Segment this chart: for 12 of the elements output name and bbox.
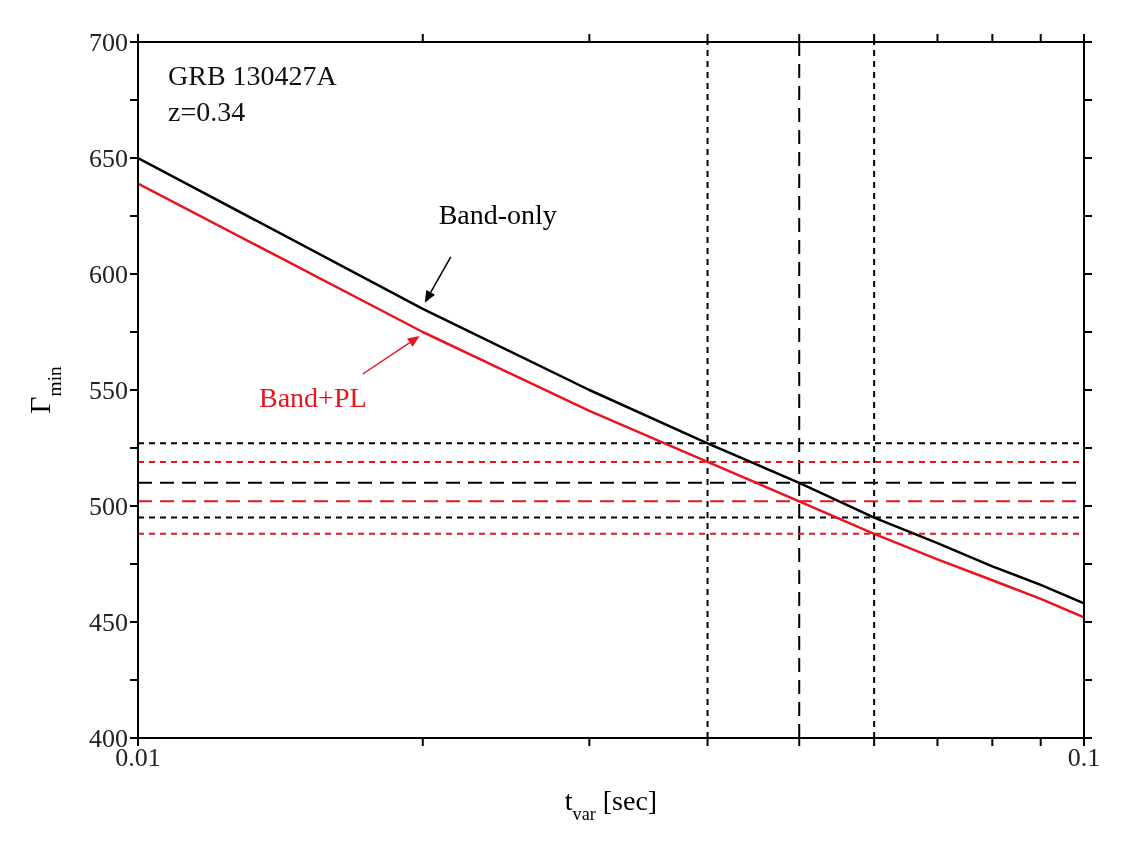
annotation: GRB 130427A — [168, 59, 337, 93]
legend-label: Band+PL — [258, 382, 367, 413]
y-tick-label: 550 — [89, 376, 128, 406]
y-tick-label: 450 — [89, 608, 128, 638]
x-axis-title: t$_{var}$ [sec] — [564, 785, 658, 824]
x-tick-label: 0.1 — [1067, 743, 1101, 773]
text: Band-only — [438, 198, 557, 230]
annotation: z=0.34 — [168, 95, 247, 129]
y-tick-label: 600 — [89, 260, 128, 290]
y-tick-label: 500 — [89, 492, 128, 522]
y-tick-label: 650 — [89, 144, 128, 174]
y-tick-label: 700 — [89, 28, 128, 58]
